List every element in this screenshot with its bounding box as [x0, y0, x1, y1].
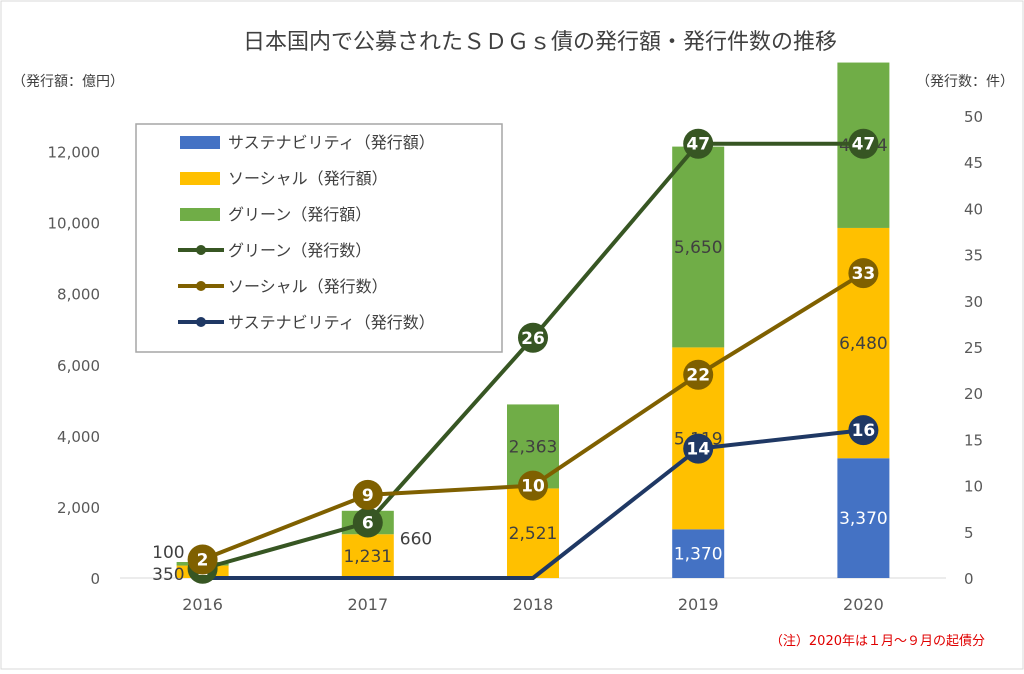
right-axis-tick-label: 40: [964, 200, 983, 218]
legend: サステナビリティ（発行額） ソーシャル（発行額） グリーン（発行額） グリーン（発行数…: [135, 123, 503, 353]
chart-note: （注）2020年は１月～９月の起債分: [770, 634, 985, 649]
line-marker: [683, 359, 714, 390]
bar-data-label: 1,370: [674, 545, 723, 565]
bar-segment: [837, 458, 890, 578]
bar-data-label: 350: [152, 565, 184, 585]
left-axis-tick-label: 12,000: [48, 144, 101, 162]
line-data-label: 16: [852, 421, 876, 441]
bar-segment: [341, 534, 394, 578]
right-axis-tick-label: 20: [964, 385, 983, 403]
line-marker: [848, 258, 879, 289]
line-data-label: 22: [686, 366, 710, 386]
left-axis-tick-label: 6,000: [57, 357, 100, 375]
line-marker: [187, 544, 218, 575]
left-axis-tick-label: 4,000: [57, 428, 100, 446]
line-marker: [683, 433, 714, 464]
right-axis-tick-label: 30: [964, 293, 983, 311]
right-axis-tick-label: 10: [964, 478, 983, 496]
bar-data-label: 5,650: [674, 238, 723, 258]
line-data-label: 2: [197, 551, 209, 571]
line-marker: [518, 322, 548, 353]
line-marker: [683, 128, 714, 159]
right-axis-tick-label: 45: [964, 154, 983, 172]
x-axis-tick-label: 2018: [513, 595, 554, 614]
chart-title: 日本国内で公募されたＳＤＧｓ債の発行額・発行件数の推移: [243, 30, 837, 55]
legend-label: グリーン（発行数）: [228, 241, 371, 260]
line-marker: [518, 470, 548, 501]
line-marker: [352, 507, 383, 538]
x-axis-tick-label: 2020: [843, 595, 884, 614]
left-axis-tick-label: 10,000: [48, 215, 101, 233]
line-data-label: 26: [521, 329, 545, 349]
right-axis-tick-label: 5: [964, 524, 974, 542]
x-axis-tick-label: 2019: [678, 595, 719, 614]
legend-label: ソーシャル（発行数）: [228, 277, 388, 296]
line-data-label: 6: [362, 514, 374, 534]
line-data-label: 47: [686, 135, 710, 155]
bar-data-label: 1,231: [343, 547, 392, 567]
right-axis-tick-label: 0: [964, 570, 974, 588]
legend-swatch-marker: [196, 317, 206, 327]
bar-data-label: 6,480: [839, 334, 888, 354]
bar-data-label: 2,521: [509, 524, 558, 544]
legend-label: サステナビリティ（発行数）: [228, 313, 435, 332]
line-data-label: 10: [521, 477, 545, 497]
legend-swatch: [180, 136, 220, 149]
left-axis-unit: （発行額：億円）: [12, 74, 124, 90]
legend-swatch-marker: [196, 281, 206, 291]
left-axis-tick-label: 2,000: [57, 499, 100, 517]
line-data-label: 47: [852, 135, 876, 155]
right-axis-tick-label: 15: [964, 431, 983, 449]
right-axis-tick-label: 50: [964, 108, 983, 126]
legend-box: [135, 123, 503, 353]
bar-segment: [672, 529, 725, 578]
bar-data-label: 100: [152, 543, 184, 563]
legend-swatch-marker: [196, 245, 206, 255]
legend-swatch: [180, 208, 220, 221]
right-axis-tick-label: 25: [964, 339, 983, 357]
legend-swatch: [180, 172, 220, 185]
right-axis-unit: （発行数：件）: [916, 74, 1014, 90]
line-series-path: [202, 428, 864, 580]
bar-segment: [672, 146, 725, 348]
right-axis-tick-label: 35: [964, 247, 983, 265]
line-marker: [848, 415, 879, 446]
line-data-label: 33: [852, 264, 876, 284]
legend-label: ソーシャル（発行額）: [228, 169, 388, 188]
legend-label: グリーン（発行額）: [228, 205, 371, 224]
plot-area: 0 2,000 4,000 6,000 8,000 10,000 12,000 0 5 10 15 2…: [48, 62, 983, 614]
bar-data-label: 2,363: [509, 437, 558, 457]
left-axis-tick-label: 0: [90, 570, 100, 588]
line-data-label: 9: [362, 486, 374, 506]
left-axis-tick-label: 8,000: [57, 286, 100, 304]
x-axis-tick-label: 2016: [182, 595, 223, 614]
x-axis-tick-label: 2017: [347, 595, 388, 614]
line-marker: [848, 128, 879, 159]
bar-data-label: 660: [400, 530, 432, 550]
line-data-label: 14: [686, 440, 710, 460]
line-marker: [352, 479, 383, 510]
legend-label: サステナビリティ（発行額）: [228, 133, 435, 152]
bar-data-label: 3,370: [839, 509, 888, 529]
